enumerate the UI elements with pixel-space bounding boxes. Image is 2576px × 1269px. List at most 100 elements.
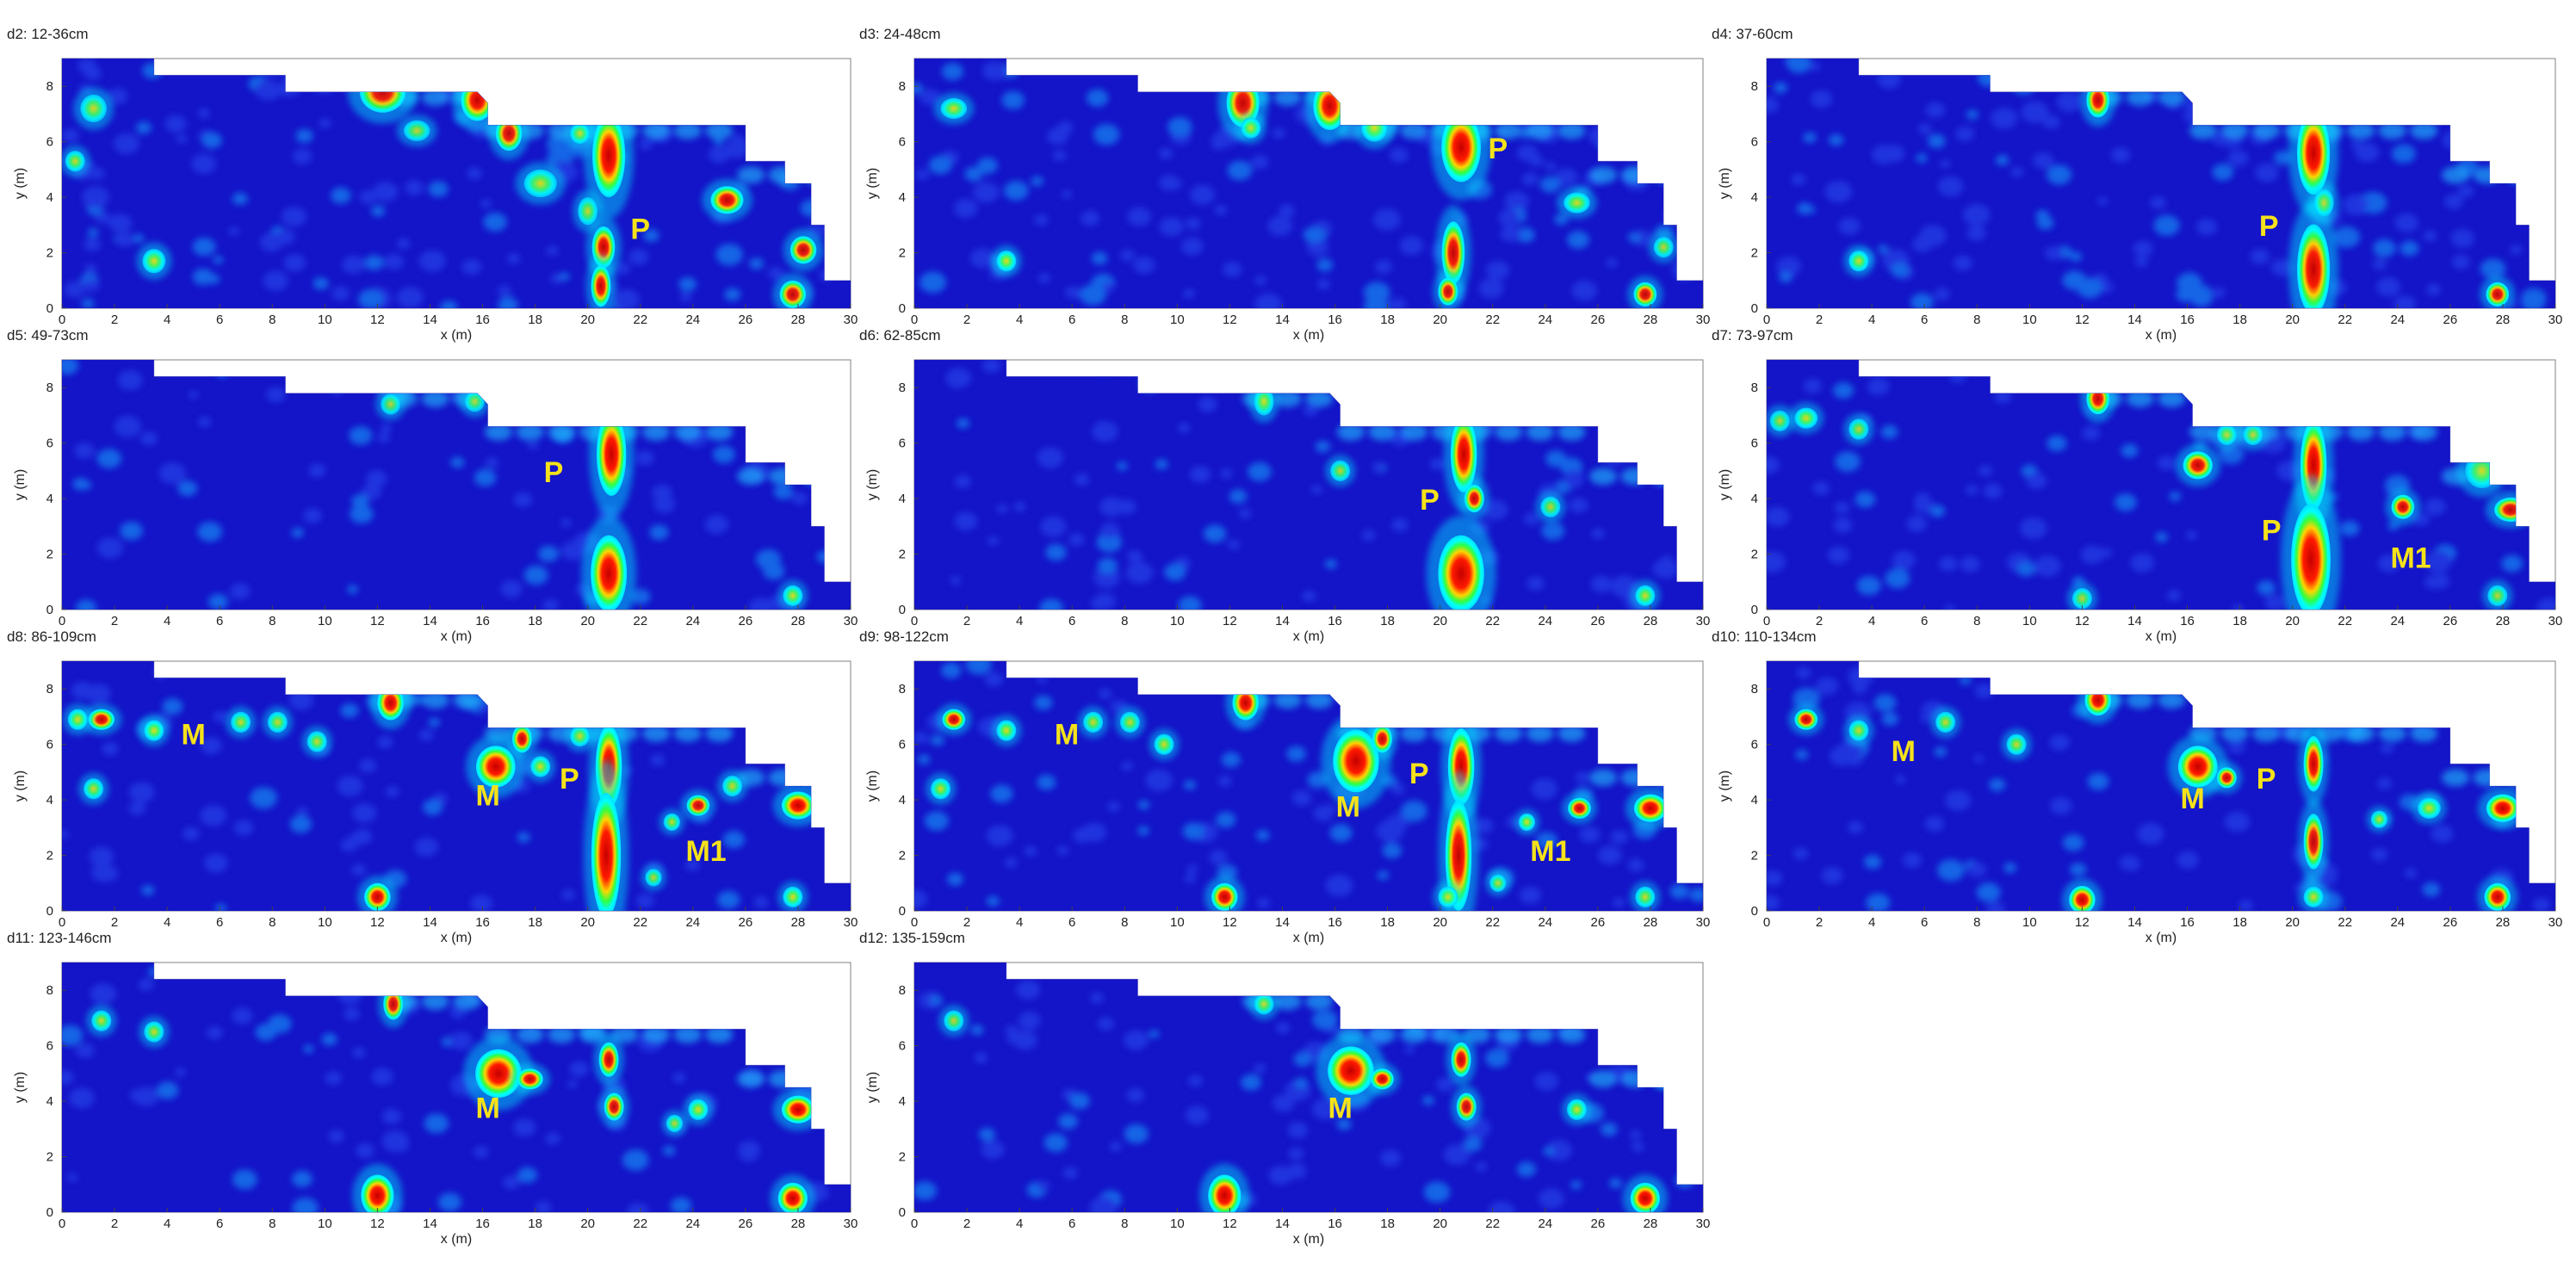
texture-blob (1086, 89, 1109, 108)
texture-blob (753, 896, 769, 908)
texture-blob (108, 214, 133, 233)
survey-panel-1: d2: 12-36cm 0 2 4 6 8 10 12 14 16 18 20 22 24 26 28 30 0 2… (0, 26, 858, 343)
x-tick-label: 2 (963, 1216, 970, 1231)
hotspot (1848, 251, 1869, 272)
hotspot (2313, 189, 2334, 217)
x-tick-label: 26 (2443, 313, 2458, 327)
texture-blob (1238, 508, 1252, 519)
y-tick-label: 8 (899, 983, 906, 998)
texture-blob (1382, 843, 1403, 859)
x-tick-label: 24 (1538, 915, 1552, 930)
texture-blob (990, 784, 1013, 803)
texture-blob (1934, 746, 1947, 758)
x-tick-label: 28 (1644, 1216, 1658, 1231)
y-tick-label: 8 (899, 381, 906, 395)
texture-blob (1377, 870, 1390, 881)
x-tick-label: 20 (2285, 313, 2300, 327)
texture-blob (250, 787, 277, 809)
texture-blob (1838, 217, 1861, 235)
texture-blob (1767, 551, 1786, 573)
texture-blob (1863, 855, 1882, 870)
x-tick-label: 22 (1485, 313, 1500, 327)
texture-blob (1805, 205, 1816, 214)
hotspot (2487, 585, 2508, 606)
texture-blob (1500, 225, 1521, 243)
x-tick-label: 8 (269, 1216, 276, 1231)
texture-blob (1178, 596, 1202, 610)
texture-blob (976, 157, 998, 174)
x-tick-label: 0 (1763, 313, 1770, 327)
texture-blob (2056, 91, 2083, 113)
texture-blob (917, 754, 931, 765)
halo-blob (736, 467, 765, 486)
texture-blob (2391, 144, 2416, 164)
texture-blob (1013, 502, 1026, 512)
texture-blob (1268, 1166, 1293, 1185)
texture-blob (1475, 1161, 1488, 1172)
x-tick-label: 2 (963, 915, 970, 930)
annotation-label: P (2262, 514, 2282, 547)
texture-blob (1795, 749, 1809, 760)
texture-blob (1498, 208, 1520, 226)
survey-area (914, 661, 1703, 911)
y-tick-label: 2 (46, 849, 53, 864)
texture-blob (357, 288, 383, 308)
texture-blob (1983, 483, 2003, 499)
y-tick-label: 0 (899, 603, 906, 617)
texture-blob (1293, 1051, 1313, 1067)
texture-blob (1955, 126, 1975, 142)
texture-blob (69, 1087, 95, 1109)
texture-blob (1821, 866, 1843, 884)
texture-blob (85, 684, 111, 704)
texture-blob (1976, 882, 2001, 902)
y-tick-label: 4 (46, 793, 53, 808)
texture-blob (1776, 256, 1802, 277)
texture-blob (349, 832, 367, 845)
texture-blob (1056, 845, 1069, 856)
halo-blob (2410, 724, 2438, 742)
texture-blob (2080, 545, 2104, 564)
texture-blob (1254, 1063, 1266, 1074)
x-tick-label: 22 (2338, 313, 2352, 327)
texture-blob (1866, 893, 1891, 911)
x-tick-label: 26 (739, 614, 753, 628)
texture-blob (2332, 226, 2361, 248)
texture-blob (1571, 280, 1597, 301)
texture-blob (2003, 862, 2017, 873)
x-tick-label: 2 (1816, 614, 1823, 628)
texture-blob (2274, 150, 2293, 165)
texture-blob (629, 249, 649, 265)
hotspot (1935, 711, 1956, 733)
hotspot (996, 720, 1017, 741)
texture-blob (2212, 164, 2234, 181)
y-tick-label: 0 (46, 603, 53, 617)
x-tick-label: 16 (1328, 1216, 1342, 1231)
texture-blob (1579, 826, 1601, 844)
x-tick-label: 18 (2232, 614, 2247, 628)
texture-blob (1936, 859, 1965, 882)
texture-blob (1423, 1181, 1451, 1203)
texture-blob (1324, 559, 1337, 569)
texture-blob (1090, 596, 1110, 610)
survey-outline (913, 962, 1704, 1213)
hotspot (663, 813, 680, 831)
texture-blob (1102, 282, 1115, 293)
texture-blob (2232, 604, 2245, 610)
texture-blob (197, 108, 210, 119)
texture-blob (1669, 883, 1689, 900)
texture-blob (1880, 424, 1898, 439)
texture-blob (986, 825, 1013, 847)
hotspot (1441, 221, 1465, 284)
x-tick-label: 10 (1170, 614, 1185, 628)
x-tick-label: 26 (739, 313, 753, 327)
y-tick-label: 0 (46, 1205, 53, 1220)
texture-blob (1159, 217, 1184, 237)
halo-blob (421, 993, 449, 1011)
x-tick-label: 30 (1696, 614, 1711, 628)
texture-blob (1068, 1093, 1090, 1110)
texture-blob (1257, 897, 1271, 908)
x-tick-label: 18 (528, 915, 542, 930)
